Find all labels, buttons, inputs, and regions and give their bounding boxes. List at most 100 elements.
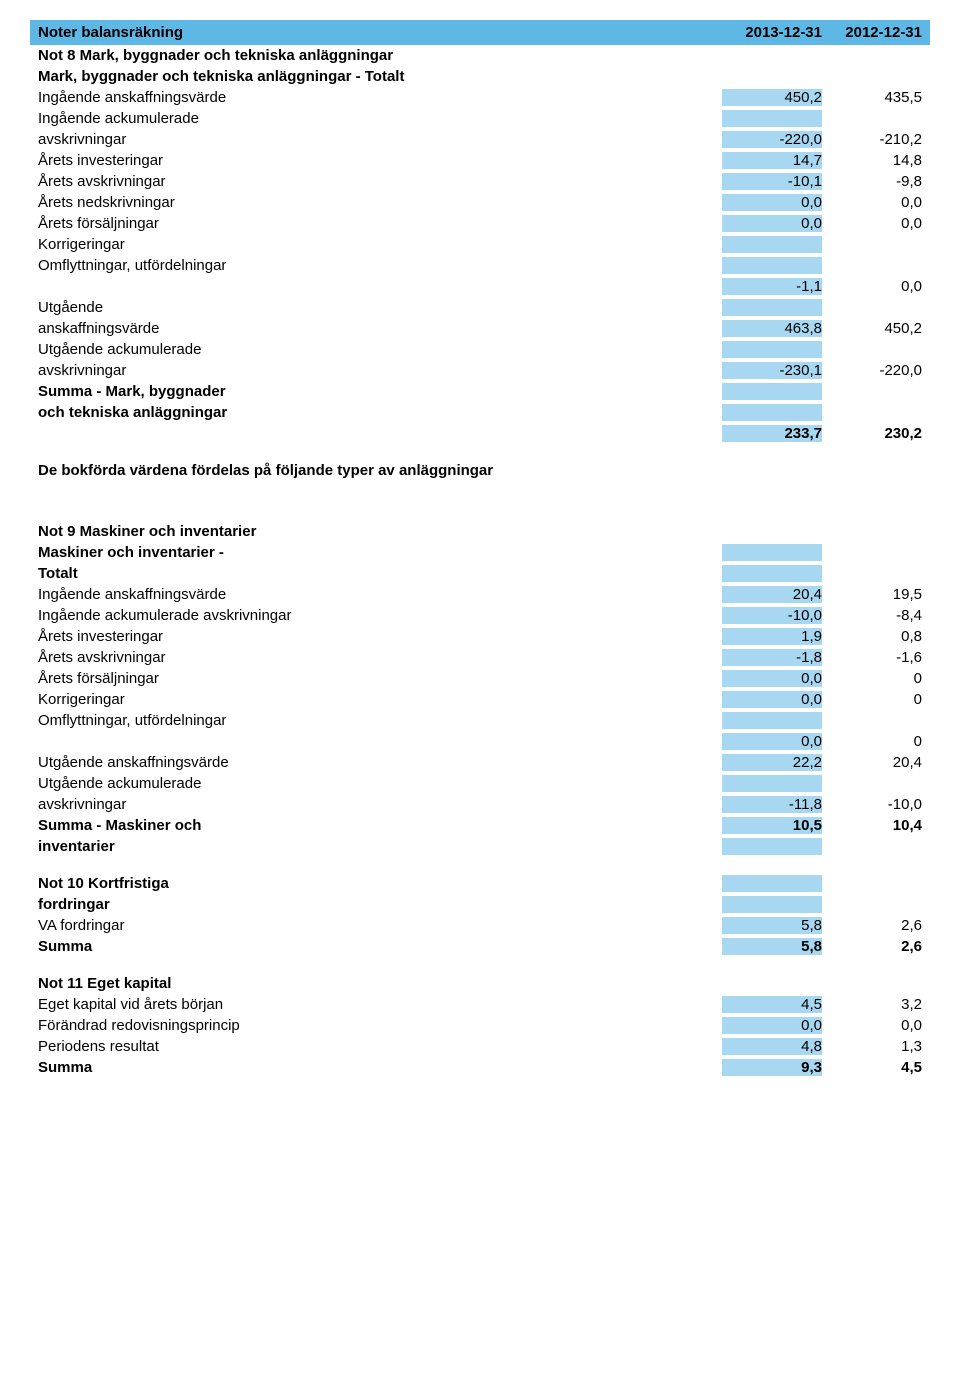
row-label: VA fordringar — [38, 917, 722, 934]
row-val2: 450,2 — [822, 320, 922, 337]
row-val1: 0,0 — [722, 733, 822, 750]
row-val2 — [822, 299, 922, 316]
row-val2: -10,0 — [822, 796, 922, 813]
table-row: 0,0 0 — [30, 731, 930, 752]
row-val1: 1,9 — [722, 628, 822, 645]
row-val1: 0,0 — [722, 215, 822, 232]
note8-footer: De bokförda värdena fördelas på följande… — [30, 460, 930, 481]
row-label — [38, 733, 722, 750]
sum-val2: 2,6 — [822, 938, 922, 955]
row-val1: 0,0 — [722, 691, 822, 708]
table-row: Ingående ackumulerade — [30, 108, 930, 129]
sum-val2: 10,4 — [822, 817, 922, 834]
note10-title: Not 10 Kortfristiga — [30, 873, 930, 894]
table-row: anskaffningsvärde 463,8 450,2 — [30, 318, 930, 339]
row-val2: 0 — [822, 691, 922, 708]
sum-val1: 10,5 — [722, 817, 822, 834]
row-val2: 0,8 — [822, 628, 922, 645]
footer-text: De bokförda värdena fördelas på följande… — [38, 462, 922, 479]
row-label: Utgående — [38, 299, 722, 316]
table-row: -1,1 0,0 — [30, 276, 930, 297]
row-val1: 0,0 — [722, 670, 822, 687]
row-label: Korrigeringar — [38, 236, 722, 253]
row-val1 — [722, 712, 822, 729]
row-label: Ingående anskaffningsvärde — [38, 89, 722, 106]
note8-subtitle: Mark, byggnader och tekniska anläggninga… — [30, 66, 930, 87]
row-label: Utgående ackumulerade — [38, 775, 722, 792]
row-val2 — [822, 775, 922, 792]
row-label: Eget kapital vid årets början — [38, 996, 722, 1013]
row-label: anskaffningsvärde — [38, 320, 722, 337]
row-val2: 2,6 — [822, 917, 922, 934]
row-val1 — [722, 110, 822, 127]
row-val2 — [822, 236, 922, 253]
row-val1: 5,8 — [722, 917, 822, 934]
sum-row: Summa - Maskiner och 10,5 10,4 — [30, 815, 930, 836]
title-text: Not 10 Kortfristiga — [38, 875, 722, 892]
row-label: Utgående ackumulerade — [38, 341, 722, 358]
table-row: avskrivningar -11,8 -10,0 — [30, 794, 930, 815]
row-val2 — [822, 712, 922, 729]
row-label — [38, 278, 722, 295]
sum-row: Summa 9,3 4,5 — [30, 1057, 930, 1078]
row-val1: 4,8 — [722, 1038, 822, 1055]
sum-val2: 230,2 — [822, 425, 922, 442]
row-val1 — [722, 236, 822, 253]
table-row: Årets investeringar 14,7 14,8 — [30, 150, 930, 171]
row-label: avskrivningar — [38, 362, 722, 379]
sum-val1: 5,8 — [722, 938, 822, 955]
sum-row: Summa - Mark, byggnader — [30, 381, 930, 402]
row-val1: 450,2 — [722, 89, 822, 106]
row-val1: -1,1 — [722, 278, 822, 295]
row-val1: 0,0 — [722, 1017, 822, 1034]
row-val2: -220,0 — [822, 362, 922, 379]
row-val1: 22,2 — [722, 754, 822, 771]
row-val1: -10,0 — [722, 607, 822, 624]
row-val2: 0,0 — [822, 215, 922, 232]
row-label: Ingående ackumulerade avskrivningar — [38, 607, 722, 624]
row-val2 — [822, 110, 922, 127]
row-val1 — [722, 299, 822, 316]
row-val2: -8,4 — [822, 607, 922, 624]
table-row: VA fordringar 5,8 2,6 — [30, 915, 930, 936]
row-label: Årets försäljningar — [38, 670, 722, 687]
row-label: Årets investeringar — [38, 628, 722, 645]
row-val2: 20,4 — [822, 754, 922, 771]
table-row: avskrivningar -220,0 -210,2 — [30, 129, 930, 150]
row-val2: 0,0 — [822, 278, 922, 295]
row-label: Årets försäljningar — [38, 215, 722, 232]
row-val2: 1,3 — [822, 1038, 922, 1055]
subtitle-text: Totalt — [38, 565, 722, 582]
header-col2: 2012-12-31 — [822, 24, 922, 41]
row-label: Årets avskrivningar — [38, 649, 722, 666]
row-label: Omflyttningar, utfördelningar — [38, 712, 722, 729]
sum-val2 — [822, 404, 922, 421]
row-val1 — [722, 775, 822, 792]
sum-label — [38, 425, 722, 442]
header-title: Noter balansräkning — [38, 24, 722, 41]
table-row: Årets investeringar 1,9 0,8 — [30, 626, 930, 647]
sum-val2: 4,5 — [822, 1059, 922, 1076]
sum-row: inventarier — [30, 836, 930, 857]
table-row: Ingående anskaffningsvärde 450,2 435,5 — [30, 87, 930, 108]
row-label: avskrivningar — [38, 131, 722, 148]
row-val1 — [722, 341, 822, 358]
title-text: fordringar — [38, 896, 722, 913]
row-label: Förändrad redovisningsprincip — [38, 1017, 722, 1034]
note11-title: Not 11 Eget kapital — [30, 973, 930, 994]
sum-label: Summa — [38, 1059, 722, 1076]
sum-row: 233,7 230,2 — [30, 423, 930, 444]
row-val1: -220,0 — [722, 131, 822, 148]
sum-label: och tekniska anläggningar — [38, 404, 722, 421]
row-val1 — [722, 257, 822, 274]
header-col1: 2013-12-31 — [722, 24, 822, 41]
table-row: Årets nedskrivningar 0,0 0,0 — [30, 192, 930, 213]
row-label: Periodens resultat — [38, 1038, 722, 1055]
row-val2: 0,0 — [822, 1017, 922, 1034]
table-row: avskrivningar -230,1 -220,0 — [30, 360, 930, 381]
sum-label: Summa — [38, 938, 722, 955]
row-val1: -230,1 — [722, 362, 822, 379]
table-row: Periodens resultat 4,8 1,3 — [30, 1036, 930, 1057]
table-row: Årets försäljningar 0,0 0,0 — [30, 213, 930, 234]
row-val1: 4,5 — [722, 996, 822, 1013]
